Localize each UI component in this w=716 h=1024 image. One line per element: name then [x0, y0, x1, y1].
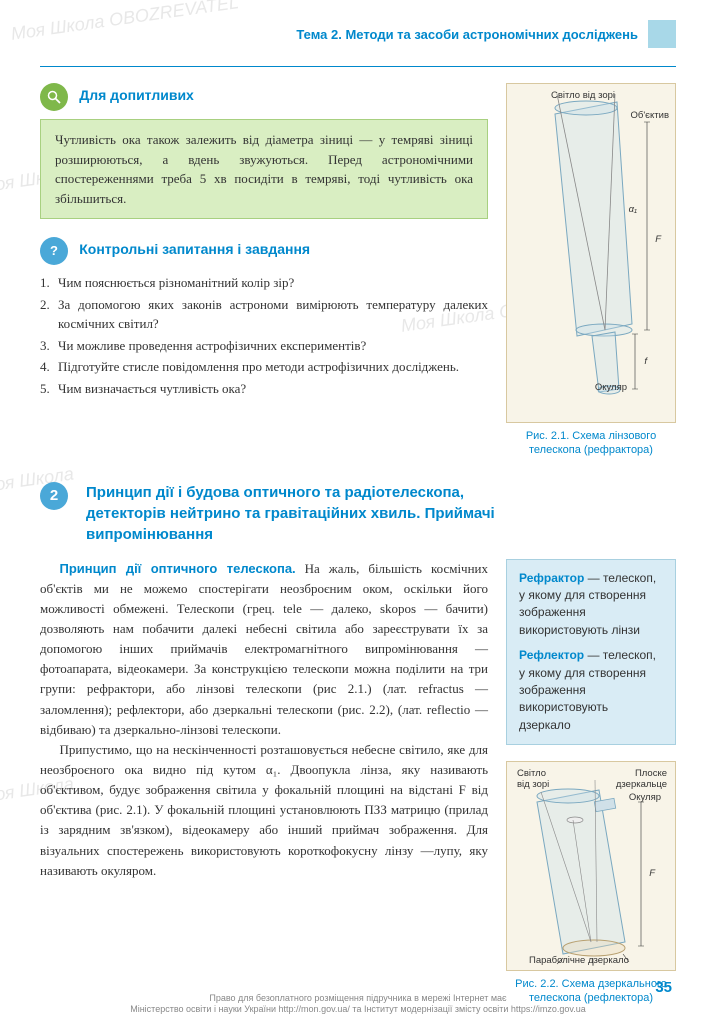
section-number-icon: 2	[40, 482, 68, 510]
curious-box: Чутливість ока також залежить від діамет…	[40, 119, 488, 219]
para-lead: Принцип дії оптичного телескопа.	[60, 561, 296, 576]
fig1-caption: Рис. 2.1. Схема лінзового телескопа (реф…	[506, 429, 676, 458]
figure-2: Світло від зорі Плоске дзеркальце Окуляр…	[506, 761, 676, 971]
svg-text:?: ?	[50, 243, 58, 258]
para1: На жаль, більшість космічних об'єктів ми…	[40, 561, 488, 737]
questions-section: ? Контрольні запитання і завдання Чим по…	[40, 237, 488, 398]
page-header: Тема 2. Методи та засоби астрономічних д…	[40, 20, 676, 48]
fig1-alpha-label: α₁	[629, 204, 637, 215]
page: Тема 2. Методи та засоби астрономічних д…	[0, 0, 716, 1006]
fig1-f-label: f	[644, 356, 647, 367]
question-icon: ?	[40, 237, 68, 265]
fig1-F-label: F	[655, 234, 661, 245]
question-item: За допомогою яких законів астрономи вимі…	[58, 295, 488, 334]
refractor-term: Рефрактор	[519, 571, 584, 585]
footer-line2: Міністерство освіти і науки України http…	[130, 1004, 586, 1014]
question-item: Чим визначається чутливість ока?	[58, 379, 488, 399]
question-item: Чим пояснюється різноманітний колір зір?	[58, 273, 488, 293]
theme-title: Тема 2. Методи та засоби астрономічних д…	[40, 27, 648, 42]
header-tab	[648, 20, 676, 48]
questions-title: Контрольні запитання і завдання	[79, 241, 310, 257]
fig2-caption: Рис. 2.2. Схема дзеркального телескопа (…	[506, 977, 676, 1006]
figure-1: Світло від зорі Об'єктив α₁ F f Окуляр	[506, 83, 676, 423]
fig1-eyepiece-label: Окуляр	[595, 382, 627, 393]
fig2-eyepiece-label: Окуляр	[629, 792, 661, 803]
question-item: Підготуйте стисле повідомлення про метод…	[58, 357, 488, 377]
fig1-objective-label: Об'єктив	[631, 110, 669, 121]
section-2-title: Принцип дії і будова оптичного та радіот…	[86, 482, 526, 545]
fig2-F-label: F	[649, 868, 655, 879]
question-item: Чи можливе проведення астрофізичних експ…	[58, 336, 488, 356]
definitions-box: Рефрактор — телескоп, у якому для створе…	[506, 559, 676, 746]
curious-title: Для допитливих	[79, 87, 194, 103]
questions-list: Чим пояснюється різноманітний колір зір?…	[40, 273, 488, 398]
para2: Припустимо, що на нескінченності розташо…	[40, 740, 488, 881]
fig2-parabolic-label: Параболічне дзеркало	[529, 955, 629, 966]
section-2-head: 2 Принцип дії і будова оптичного та раді…	[40, 482, 676, 545]
body-text: Принцип дії оптичного телескопа. На жаль…	[40, 559, 488, 881]
fig1-light-label: Світло від зорі	[551, 90, 615, 101]
curious-section: Для допитливих Чутливість ока також зале…	[40, 83, 488, 219]
header-rule	[40, 66, 676, 67]
fig2-flat-label: Плоске дзеркальце	[605, 768, 667, 790]
magnifier-icon	[40, 83, 68, 111]
reflector-term: Рефлектор	[519, 648, 584, 662]
fig2-light-label: Світло від зорі	[517, 768, 561, 790]
